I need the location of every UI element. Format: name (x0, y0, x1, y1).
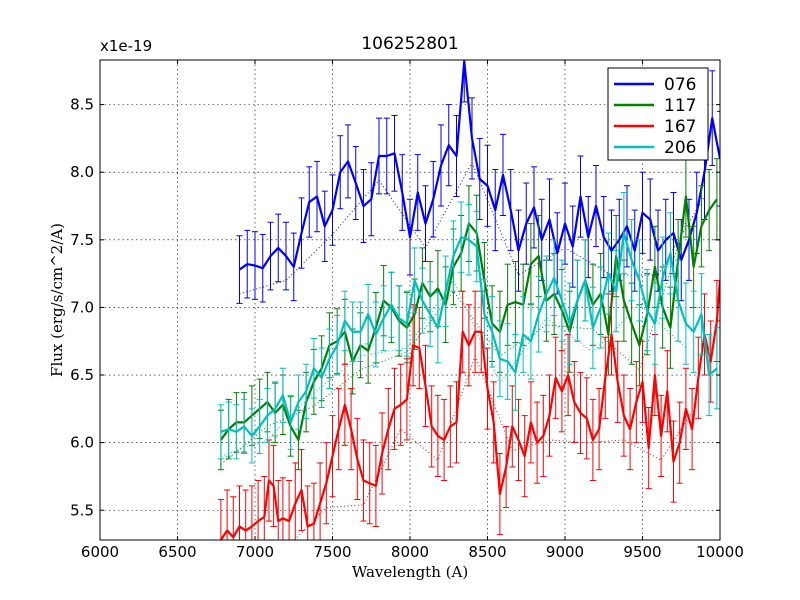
x-tick-label: 8000 (391, 543, 429, 561)
y-tick-label: 6.0 (70, 434, 94, 452)
legend-label-167: 167 (664, 117, 696, 137)
x-tick-label: 9000 (546, 543, 584, 561)
series-206 (217, 192, 720, 464)
series-076-line (238, 60, 720, 271)
legend-label-117: 117 (664, 96, 696, 116)
x-tick-label: 9500 (623, 543, 661, 561)
x-tick-label: 7000 (236, 543, 274, 561)
y-axis-label: Flux (erg/s/cm^2/A) (48, 223, 66, 377)
series-076 (236, 60, 720, 304)
y-tick-label: 7.5 (70, 231, 94, 249)
x-tick-label: 6000 (81, 543, 119, 561)
legend-label-076: 076 (664, 75, 696, 95)
y-tick-label: 8.5 (70, 96, 94, 114)
x-axis: 6000 6500 7000 7500 8000 8500 9000 9500 10000 (81, 60, 744, 561)
y-multiplier-label: x1e-19 (100, 37, 152, 55)
x-tick-label: 10000 (696, 543, 744, 561)
x-tick-label: 6500 (158, 543, 196, 561)
y-tick-label: 5.5 (70, 501, 94, 519)
x-tick-label: 8500 (468, 543, 506, 561)
y-tick-label: 7.0 (70, 298, 94, 316)
x-axis-label: Wavelength (A) (352, 563, 468, 581)
y-axis: 5.5 6.0 6.5 7.0 7.5 8.0 8.5 (70, 96, 720, 519)
y-tick-label: 6.5 (70, 366, 94, 384)
chart-title: 106252801 (361, 34, 458, 54)
series-167-line (219, 280, 720, 540)
series-layer (217, 60, 720, 540)
y-tick-label: 8.0 (70, 163, 94, 181)
legend-label-206: 206 (664, 138, 696, 158)
x-tick-label: 7500 (313, 543, 351, 561)
series-206-line (220, 231, 718, 437)
